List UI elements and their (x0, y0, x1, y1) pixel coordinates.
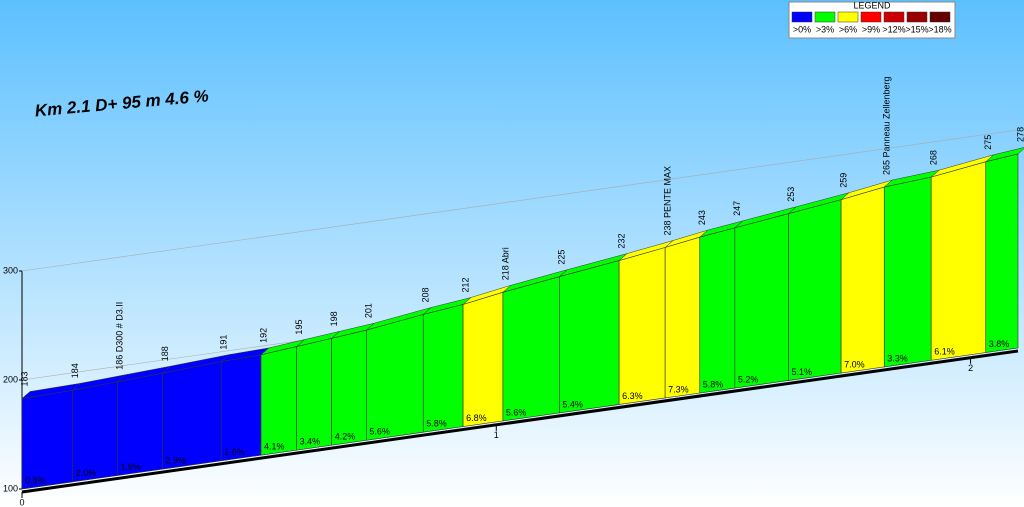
segment-grade-label: 5.6% (369, 427, 390, 437)
point-label: 191 (219, 335, 229, 350)
segment (162, 361, 222, 470)
segment-grade-label: 4.2% (335, 432, 356, 442)
segment (462, 291, 504, 427)
segment (331, 329, 367, 446)
segment (72, 381, 118, 483)
segment-grade-label: 5.8% (703, 379, 724, 389)
legend-label: >9% (862, 24, 880, 34)
segment-grade-label: 7.0% (844, 359, 865, 369)
x-tick-label: 2 (968, 363, 973, 373)
segment-grade-label: 3.3% (887, 353, 908, 363)
legend-label: >15% (905, 24, 928, 34)
point-label: 253 (786, 187, 796, 202)
segment (21, 389, 74, 490)
segment (366, 314, 424, 441)
segment (117, 372, 163, 476)
segment-grade-label: 2.0% (76, 468, 97, 478)
segment (260, 346, 297, 456)
point-label: 275 (983, 135, 993, 150)
point-label: 243 (697, 210, 707, 225)
legend-title: LEGEND (853, 0, 891, 10)
segment-grade-label: 4.1% (264, 442, 285, 452)
legend-swatch (929, 11, 951, 23)
point-label: 208 (421, 287, 431, 302)
y-tick-label: 200 (3, 374, 18, 384)
point-label: 247 (732, 201, 742, 216)
point-label: 183 (19, 371, 29, 386)
legend-label: >6% (839, 24, 857, 34)
segment (618, 247, 666, 405)
segment-grade-label: 0.8% (25, 475, 46, 485)
legend-label: >12% (882, 24, 905, 34)
segment-grade-label: 5.6% (506, 407, 527, 417)
segment (220, 354, 262, 462)
legend-swatch (814, 11, 836, 23)
x-tick-label: 1 (494, 430, 499, 440)
segment (883, 176, 932, 368)
legend-swatch (837, 11, 859, 23)
point-label: 192 (258, 328, 268, 343)
baseline (21, 349, 1019, 494)
point-label: 188 (160, 346, 170, 361)
segment (502, 276, 560, 422)
point-label: 238 PENTE MAX (663, 166, 673, 236)
segment-grade-label: 5.1% (791, 367, 812, 377)
segment-grade-label: 6.3% (622, 391, 643, 401)
x-tick-label: 0 (19, 497, 24, 507)
segment-grade-label: 6.8% (466, 413, 487, 423)
point-label: 278 (1015, 127, 1024, 142)
point-label: 265 Panneau Zellenberg (882, 76, 892, 175)
legend-swatch (906, 11, 928, 23)
point-label: 232 (617, 234, 627, 249)
segment (296, 337, 333, 451)
y-tick-label: 300 (3, 265, 18, 275)
segment-grade-label: 2.9% (165, 455, 186, 465)
point-label: 212 (460, 277, 470, 292)
point-label: 201 (364, 303, 374, 318)
point-label: 218 Abri (500, 247, 510, 280)
segment-grade-label: 5.8% (426, 419, 447, 429)
grid-line (21, 129, 1019, 272)
segment (559, 260, 620, 414)
segment-grade-label: 1.9% (120, 462, 141, 472)
segment-grade-label: 7.3% (668, 384, 689, 394)
legend-label: >0% (793, 24, 811, 34)
segment-grade-label: 1.6% (224, 447, 245, 457)
legend-swatch (883, 11, 905, 23)
legend-label: >3% (816, 24, 834, 34)
y-tick-label: 100 (3, 483, 18, 493)
segment (930, 161, 987, 361)
legend-swatch (860, 11, 882, 23)
point-label: 225 (557, 250, 567, 265)
point-label: 259 (838, 173, 848, 188)
segment-grade-label: 5.4% (562, 399, 583, 409)
segment-grade-label: 3.4% (300, 436, 321, 446)
segment (840, 186, 885, 374)
point-label: 198 (329, 311, 339, 326)
segment (985, 153, 1019, 353)
point-label: 268 (929, 150, 939, 165)
segment-grade-label: 5.2% (738, 374, 759, 384)
legend-label: >18% (928, 24, 951, 34)
point-label: 186 D300 # D3.II (115, 302, 125, 370)
segment (734, 213, 789, 389)
segment (422, 304, 464, 433)
point-label: 195 (294, 320, 304, 335)
point-label: 184 (70, 363, 80, 378)
segment (788, 199, 842, 381)
segment-grade-label: 3.8% (989, 339, 1010, 349)
segment (664, 236, 701, 399)
segment (699, 227, 736, 394)
segment-grade-label: 6.1% (934, 347, 955, 357)
legend-swatch (791, 11, 813, 23)
